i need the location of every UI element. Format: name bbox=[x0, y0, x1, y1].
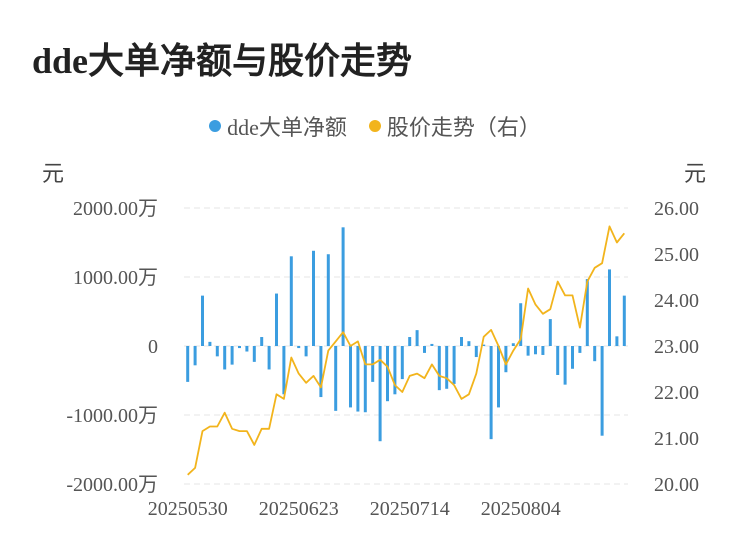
bar bbox=[386, 346, 389, 402]
right-axis-unit: 元 bbox=[684, 161, 707, 186]
bar bbox=[511, 343, 515, 346]
bar bbox=[349, 346, 352, 408]
bar bbox=[312, 250, 315, 346]
bar bbox=[238, 346, 241, 349]
bar bbox=[245, 346, 249, 352]
left-tick-label: 0 bbox=[148, 336, 158, 358]
bar bbox=[267, 346, 271, 370]
bar bbox=[541, 346, 545, 355]
bar bbox=[556, 346, 560, 375]
bar bbox=[423, 346, 426, 353]
left-tick-label: -2000.00万 bbox=[66, 474, 158, 496]
right-tick-label: 26.00 bbox=[654, 198, 699, 220]
bar bbox=[482, 344, 486, 346]
right-tick-label: 24.00 bbox=[654, 290, 699, 312]
right-tick-label: 20.00 bbox=[654, 474, 699, 496]
bar bbox=[578, 346, 582, 353]
bar bbox=[297, 346, 301, 349]
bar bbox=[223, 346, 227, 370]
bar bbox=[415, 330, 419, 346]
x-tick-label: 20250804 bbox=[481, 498, 561, 520]
legend-item-price[interactable]: 股价走势（右） bbox=[368, 110, 541, 142]
bar bbox=[504, 346, 508, 373]
legend-dot-dde-icon bbox=[209, 120, 222, 132]
bar bbox=[260, 337, 264, 346]
bar bbox=[452, 346, 456, 384]
bar bbox=[393, 346, 397, 395]
bar bbox=[430, 343, 434, 346]
bar bbox=[186, 346, 190, 382]
bar bbox=[341, 227, 345, 346]
bar bbox=[334, 346, 338, 411]
bar bbox=[497, 346, 500, 408]
bar bbox=[460, 337, 463, 346]
x-tick-label: 20250530 bbox=[148, 498, 228, 520]
bar bbox=[215, 346, 219, 357]
bar bbox=[193, 346, 197, 366]
bar bbox=[289, 256, 293, 346]
right-tick-label: 21.00 bbox=[654, 428, 699, 450]
bar bbox=[526, 346, 530, 356]
legend-dot-price-icon bbox=[368, 120, 381, 132]
bar bbox=[208, 341, 212, 346]
legend-label-dde: dde大单净额 bbox=[227, 115, 347, 140]
price-line bbox=[187, 225, 626, 476]
bar bbox=[201, 295, 204, 346]
bar bbox=[275, 293, 278, 346]
left-tick-label: -1000.00万 bbox=[66, 405, 158, 427]
bar bbox=[437, 346, 441, 391]
left-axis-unit: 元 bbox=[42, 161, 65, 186]
bar bbox=[252, 346, 256, 362]
bar bbox=[593, 346, 597, 362]
bar bbox=[600, 346, 604, 436]
right-tick-label: 25.00 bbox=[654, 244, 699, 266]
bar bbox=[519, 303, 523, 346]
bar bbox=[585, 279, 589, 346]
bar bbox=[378, 346, 382, 442]
bar bbox=[319, 346, 323, 398]
right-tick-label: 22.00 bbox=[654, 382, 699, 404]
legend-item-dde[interactable]: dde大单净额 bbox=[209, 110, 347, 142]
bar bbox=[608, 269, 611, 346]
bar bbox=[230, 346, 234, 365]
bar bbox=[563, 346, 567, 385]
bar bbox=[363, 346, 367, 413]
legend: dde大单净额 股价走势（右） bbox=[0, 110, 750, 142]
bar bbox=[326, 254, 330, 346]
bar bbox=[474, 346, 478, 358]
left-tick-label: 1000.00万 bbox=[73, 267, 158, 289]
bar bbox=[489, 346, 493, 440]
bar bbox=[445, 346, 449, 389]
bar bbox=[534, 346, 537, 355]
bar bbox=[282, 346, 286, 395]
bar bbox=[571, 346, 574, 369]
bar bbox=[408, 337, 412, 346]
left-tick-label: 2000.00万 bbox=[73, 198, 158, 220]
bar bbox=[548, 319, 552, 346]
bar bbox=[615, 336, 619, 346]
x-tick-label: 20250714 bbox=[370, 498, 450, 520]
x-tick-label: 20250623 bbox=[259, 498, 339, 520]
bar bbox=[304, 346, 308, 357]
chart-title: dde大单净额与股价走势 bbox=[32, 41, 413, 81]
bar bbox=[356, 346, 360, 412]
legend-label-price: 股价走势（右） bbox=[386, 115, 541, 140]
bar bbox=[622, 295, 626, 346]
right-tick-label: 23.00 bbox=[654, 336, 699, 358]
bar bbox=[467, 341, 471, 346]
bar bbox=[400, 346, 404, 380]
